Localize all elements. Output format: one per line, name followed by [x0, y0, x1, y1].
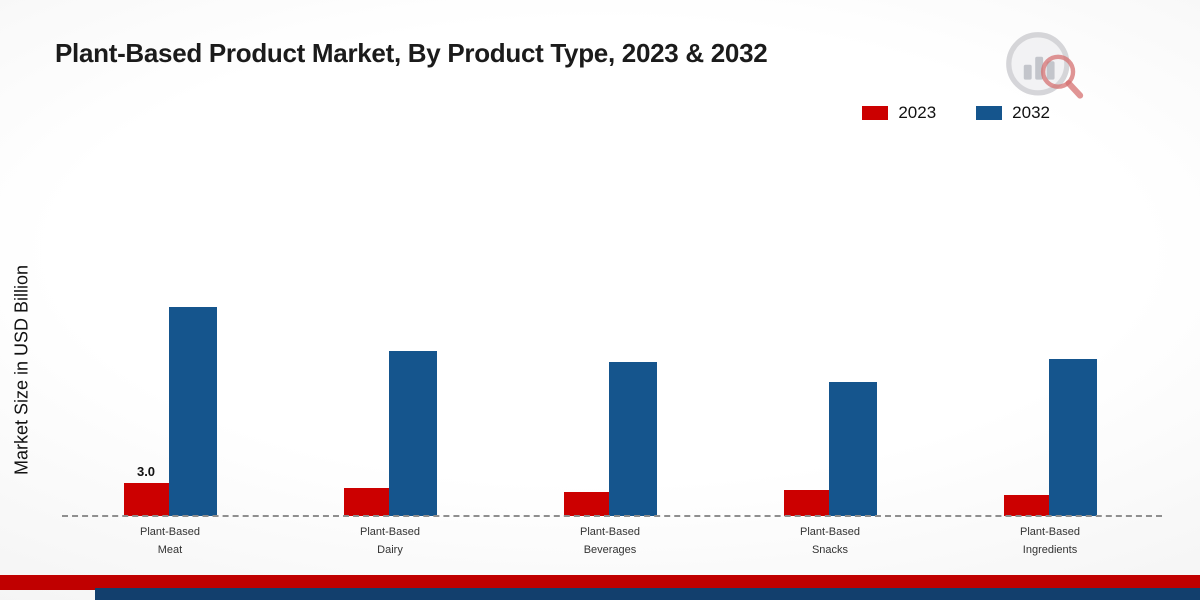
category-labels: Plant-Based Meat Plant-Based Dairy Plant-B…: [60, 524, 1160, 559]
legend-item-2032: 2032: [976, 103, 1050, 123]
bar-2032-3: [828, 382, 877, 516]
logo-magnifier-handle: [1065, 80, 1084, 99]
category-label-4: Plant-Based Ingredients: [1020, 526, 1080, 556]
bar-2032-2: [608, 362, 657, 516]
category-label-1: Plant-Based Dairy: [360, 526, 420, 556]
logo-bar-3: [1046, 61, 1055, 80]
category-label-3: Plant-Based Snacks: [800, 526, 860, 556]
legend: 2023 2032: [862, 103, 1050, 123]
bar-group: [343, 351, 437, 516]
x-axis-line: [62, 515, 1162, 517]
footer-navy-band: [95, 588, 1200, 600]
legend-label-2023: 2023: [898, 103, 937, 122]
bar-group: [1003, 359, 1097, 516]
y-axis-label: Market Size in USD Billion: [11, 264, 32, 476]
legend-item-2023: 2023: [862, 103, 936, 123]
mrfr-logo: [1000, 26, 1088, 114]
logo-magnifier-icon: [1040, 54, 1076, 89]
plot-area: 3.0: [60, 296, 1160, 516]
category-label-0: Plant-Based Meat: [140, 526, 200, 556]
bar-group: [563, 362, 657, 516]
bar-2023-1: [343, 488, 389, 516]
chart-title: Plant-Based Product Market, By Product T…: [55, 38, 768, 68]
bar-2023-2: [563, 492, 609, 516]
bar-value-label: 3.0: [136, 464, 156, 479]
legend-swatch-2023: [862, 106, 889, 120]
bar-group: 3.0: [123, 307, 217, 516]
logo-bar-1: [1023, 64, 1032, 80]
bar-2023-4: [1003, 495, 1049, 516]
bar-2023-0: 3.0: [123, 464, 169, 516]
category-label-2: Plant-Based Beverages: [580, 526, 640, 556]
legend-swatch-2032: [976, 106, 1003, 120]
bar-group: [783, 382, 877, 516]
bar-2023-3: [783, 490, 829, 516]
bar-2032-4: [1048, 359, 1097, 516]
legend-label-2032: 2032: [1012, 103, 1050, 122]
footer-red-band: [0, 575, 1200, 590]
bar-2032-1: [388, 351, 437, 516]
bar-2032-0: [168, 307, 217, 516]
